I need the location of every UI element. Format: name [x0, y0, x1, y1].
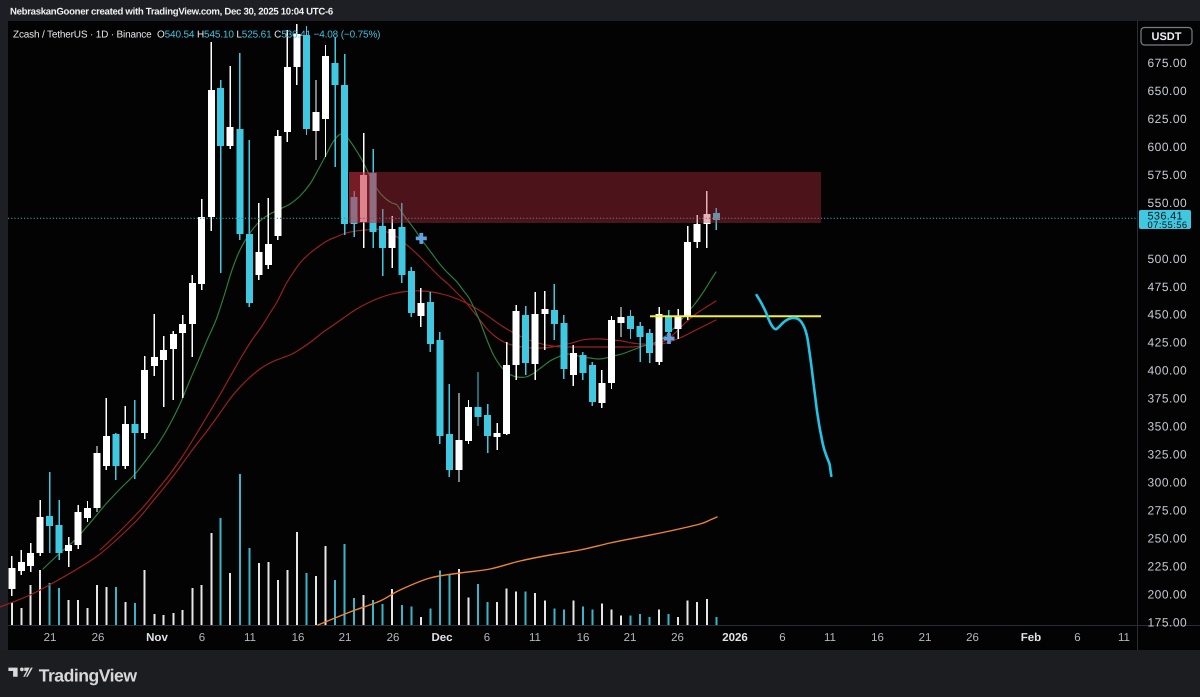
svg-text:NebraskanGooner created with T: NebraskanGooner created with TradingView… — [10, 7, 333, 18]
svg-text:550.00: 550.00 — [1148, 196, 1188, 210]
svg-text:425.00: 425.00 — [1148, 336, 1188, 350]
svg-text:450.00: 450.00 — [1148, 308, 1188, 322]
svg-text:350.00: 350.00 — [1148, 420, 1188, 434]
svg-text:USDT: USDT — [1152, 31, 1182, 43]
svg-text:21: 21 — [919, 632, 932, 644]
svg-text:Nov: Nov — [146, 632, 168, 644]
svg-text:21: 21 — [44, 632, 57, 644]
svg-text:Feb: Feb — [1021, 632, 1041, 644]
svg-text:225.00: 225.00 — [1148, 560, 1188, 574]
svg-text:16: 16 — [292, 632, 305, 644]
svg-text:Dec: Dec — [431, 632, 453, 644]
svg-text:21: 21 — [339, 632, 352, 644]
svg-text:400.00: 400.00 — [1148, 364, 1188, 378]
svg-text:11: 11 — [529, 632, 541, 644]
svg-text:16: 16 — [871, 632, 884, 644]
svg-text:21: 21 — [624, 632, 637, 644]
svg-text:200.00: 200.00 — [1148, 587, 1188, 601]
svg-text:11: 11 — [1118, 632, 1130, 644]
svg-text:16: 16 — [577, 632, 590, 644]
svg-text:26: 26 — [671, 632, 684, 644]
svg-text:625.00: 625.00 — [1148, 112, 1188, 126]
svg-text:650.00: 650.00 — [1148, 84, 1188, 98]
svg-text:2026: 2026 — [722, 632, 748, 644]
svg-text:175.00: 175.00 — [1148, 615, 1188, 629]
svg-text:11: 11 — [244, 632, 256, 644]
svg-text:375.00: 375.00 — [1148, 392, 1188, 406]
svg-text:6: 6 — [484, 632, 490, 644]
svg-text:6: 6 — [199, 632, 205, 644]
svg-text:250.00: 250.00 — [1148, 532, 1188, 546]
svg-text:500.00: 500.00 — [1148, 252, 1188, 266]
svg-text:475.00: 475.00 — [1148, 280, 1188, 294]
svg-text:675.00: 675.00 — [1148, 56, 1188, 70]
svg-text:275.00: 275.00 — [1148, 504, 1188, 518]
svg-text:300.00: 300.00 — [1148, 476, 1188, 490]
svg-text:26: 26 — [92, 632, 105, 644]
svg-text:536.41: 536.41 — [1148, 211, 1183, 223]
svg-text:07:55:56: 07:55:56 — [1148, 219, 1188, 230]
svg-text:26: 26 — [387, 632, 400, 644]
svg-text:26: 26 — [966, 632, 979, 644]
svg-text:6: 6 — [1074, 632, 1080, 644]
svg-text:325.00: 325.00 — [1148, 448, 1188, 462]
svg-text:TradingView: TradingView — [39, 666, 138, 686]
svg-text:O540.54 H545.10 L525.61 C536.4: O540.54 H545.10 L525.61 C536.41 −4.08 (−… — [157, 30, 380, 41]
svg-text:6: 6 — [779, 632, 785, 644]
svg-text:600.00: 600.00 — [1148, 140, 1188, 154]
svg-text:575.00: 575.00 — [1148, 168, 1188, 182]
svg-text:11: 11 — [824, 632, 836, 644]
svg-text:Zcash / TetherUS · 1D · Binanc: Zcash / TetherUS · 1D · Binance — [13, 30, 152, 41]
